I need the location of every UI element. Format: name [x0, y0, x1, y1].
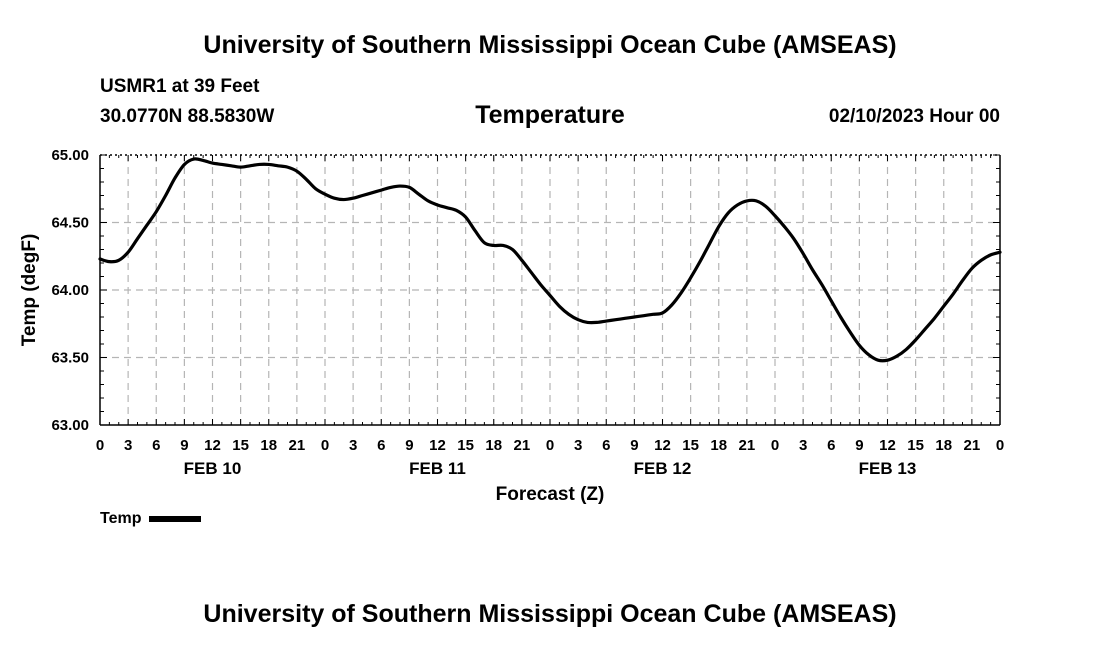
chart-main-title: University of Southern Mississippi Ocean…	[203, 31, 897, 59]
station-label: USMR1 at 39 Feet	[100, 76, 260, 97]
x-tick-label: 0	[546, 437, 554, 454]
coordinates-label: 30.0770N 88.5830W	[100, 106, 275, 127]
variable-title: Temperature	[475, 101, 625, 129]
x-tick-label: 0	[96, 437, 104, 454]
x-tick-label: 21	[514, 437, 531, 454]
x-axis-label: Forecast (Z)	[496, 484, 605, 505]
y-axis-label: Temp (degF)	[19, 234, 40, 347]
x-tick-label: 12	[204, 437, 221, 454]
x-tick-label: 12	[879, 437, 896, 454]
forecast-date-label: 02/10/2023 Hour 00	[828, 106, 1000, 127]
x-tick-label: 6	[377, 437, 385, 454]
temp-series-line	[98, 157, 1002, 363]
x-tick-label: 15	[682, 437, 699, 454]
x-day-label: FEB 10	[184, 459, 242, 478]
x-tick-label: 12	[429, 437, 446, 454]
x-tick-label: 18	[935, 437, 952, 454]
x-tick-label: 9	[630, 437, 638, 454]
x-day-label: FEB 13	[859, 459, 917, 478]
x-tick-label: 0	[321, 437, 329, 454]
legend-line-swatch	[149, 515, 202, 522]
x-day-label: FEB 11	[409, 459, 466, 478]
y-tick-label: 64.00	[51, 282, 89, 299]
x-tick-label: 18	[710, 437, 727, 454]
chart-footer-title: University of Southern Mississippi Ocean…	[203, 600, 897, 628]
x-tick-label: 3	[349, 437, 357, 454]
x-tick-label: 3	[799, 437, 807, 454]
y-tick-label: 64.50	[51, 215, 89, 232]
x-tick-label: 12	[654, 437, 671, 454]
x-tick-label: 18	[485, 437, 502, 454]
x-tick-label: 3	[574, 437, 582, 454]
x-tick-label: 9	[180, 437, 188, 454]
y-tick-label: 65.00	[51, 147, 89, 164]
grid-lines	[100, 154, 1000, 425]
x-tick-label: 0	[996, 437, 1004, 454]
y-tick-label: 63.00	[51, 417, 89, 434]
x-tick-label: 6	[602, 437, 610, 454]
x-tick-label: 15	[457, 437, 474, 454]
x-tick-label: 6	[827, 437, 835, 454]
x-tick-label: 21	[289, 437, 306, 454]
x-day-label: FEB 12	[634, 459, 692, 478]
axis-tick-labels: 0 3 6 9 12 15 18 21 0 3 6 9 12 15 18 21 0 3 6 9 12 15 18 21 0 3 6 9…	[51, 147, 1004, 478]
axis-ticks	[99, 154, 1001, 426]
series-layer	[98, 157, 1002, 363]
x-tick-label: 15	[907, 437, 924, 454]
x-tick-label: 9	[405, 437, 413, 454]
x-tick-label: 3	[124, 437, 132, 454]
legend-label: Temp	[100, 510, 142, 527]
x-tick-label: 0	[771, 437, 779, 454]
legend: Temp	[100, 510, 202, 528]
x-tick-label: 21	[964, 437, 981, 454]
x-tick-label: 6	[152, 437, 160, 454]
x-tick-label: 9	[855, 437, 863, 454]
x-tick-label: 21	[739, 437, 756, 454]
y-tick-label: 63.50	[51, 350, 89, 367]
x-tick-label: 18	[260, 437, 277, 454]
x-tick-label: 15	[232, 437, 249, 454]
